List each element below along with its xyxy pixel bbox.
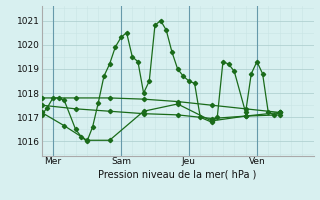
X-axis label: Pression niveau de la mer( hPa ): Pression niveau de la mer( hPa ) <box>99 169 257 179</box>
